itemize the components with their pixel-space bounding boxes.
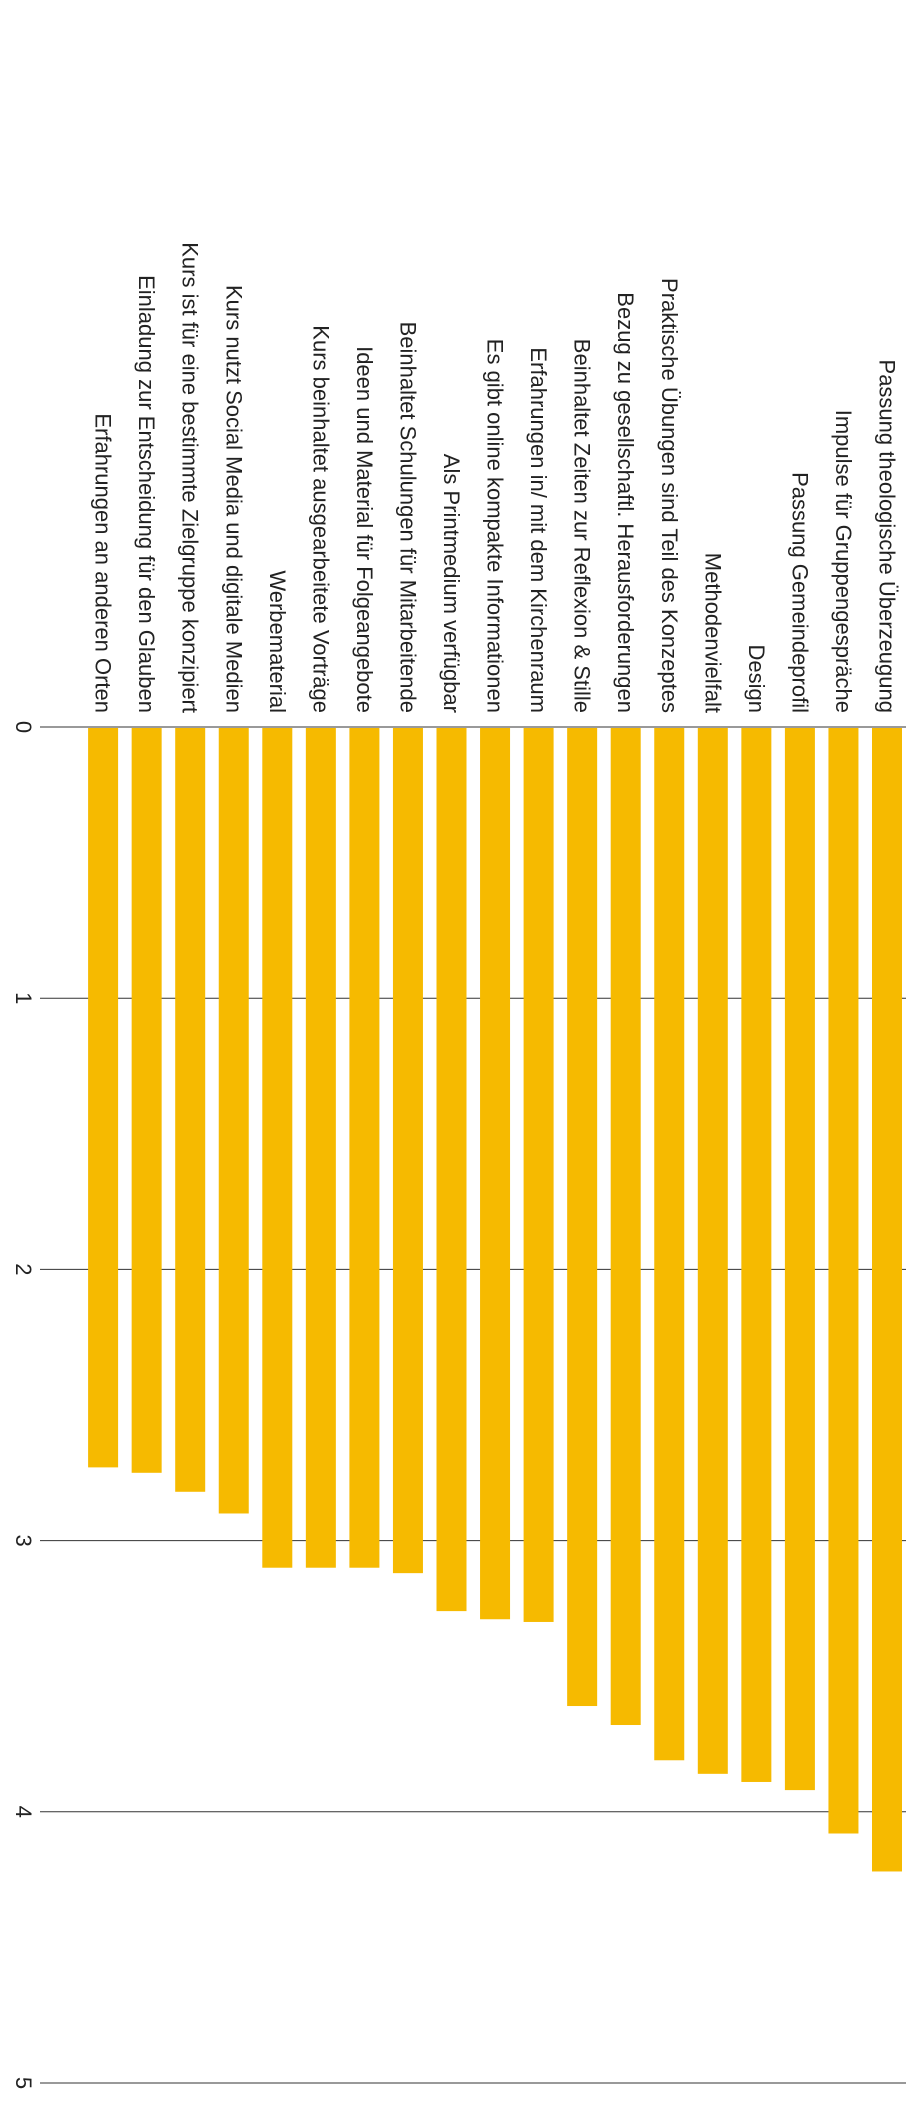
- category-label: Werbematerial: [265, 570, 290, 713]
- category-label: Kurs ist für eine bestimmte Zielgruppe k…: [178, 242, 203, 713]
- tick-label: 1: [11, 992, 36, 1004]
- bar: [436, 728, 467, 1612]
- bar: [567, 728, 598, 1707]
- bar: [784, 728, 815, 1791]
- category-label: Beinhaltet Schulungen für Mitarbeitende: [395, 322, 420, 713]
- category-label: Erfahrungen in/ mit dem Kirchenraum: [526, 347, 551, 713]
- category-label: Es gibt online kompakte Informationen: [483, 339, 508, 713]
- category-label: Erfahrungen an anderen Orten: [91, 413, 116, 713]
- category-label: Passung Gemeindeprofil: [787, 472, 812, 713]
- category-label: Ideen und Material für Folgeangebote: [352, 346, 377, 713]
- bar: [697, 728, 728, 1774]
- bar: [654, 728, 685, 1761]
- bar: [828, 728, 859, 1834]
- category-label: Kurs beinhaltet ausgearbeitete Vorträge: [308, 325, 333, 713]
- category-label: Als Printmedium verfügbar: [439, 454, 464, 713]
- bar: [872, 728, 902, 1872]
- bar: [392, 728, 423, 1574]
- bar: [262, 728, 293, 1568]
- category-label: Methodenvielfalt: [700, 553, 725, 713]
- bar: [480, 728, 511, 1620]
- tick-label: 2: [11, 1263, 36, 1275]
- category-label: Kurs nutzt Social Media und digitale Med…: [221, 285, 246, 713]
- bar: [523, 728, 554, 1622]
- tick-label: 5: [11, 2077, 36, 2089]
- category-label: Design: [744, 645, 769, 713]
- category-label: Impulse für Gruppengespräche: [831, 410, 856, 713]
- bars: [88, 728, 902, 1872]
- chart-rotated-group: Passung theologische Überzeugung Impulse …: [11, 242, 906, 2089]
- tick-labels: 0 1 2 3 4 5: [11, 721, 36, 2089]
- tick-label: 4: [11, 1806, 36, 1818]
- tick-label: 3: [11, 1534, 36, 1546]
- category-label: Bezug zu gesellschaftl. Herausforderunge…: [613, 292, 638, 713]
- bar: [741, 728, 772, 1782]
- category-labels: Passung theologische Überzeugung Impulse …: [91, 242, 900, 713]
- bar: [218, 728, 249, 1514]
- category-label: Praktische Übungen sind Teil des Konzept…: [657, 278, 682, 713]
- bar: [88, 728, 119, 1468]
- gridlines: [40, 997, 906, 2084]
- bar: [131, 728, 162, 1473]
- category-label: Beinhaltet Zeiten zur Reflexion & Stille: [570, 339, 595, 713]
- bar: [610, 728, 641, 1726]
- bar: [175, 728, 206, 1492]
- tick-label: 0: [11, 721, 36, 733]
- category-label: Einladung zur Entscheidung für den Glaub…: [134, 275, 159, 713]
- bar: [305, 728, 336, 1568]
- category-label: Passung theologische Überzeugung: [875, 360, 900, 713]
- bar: [349, 728, 380, 1568]
